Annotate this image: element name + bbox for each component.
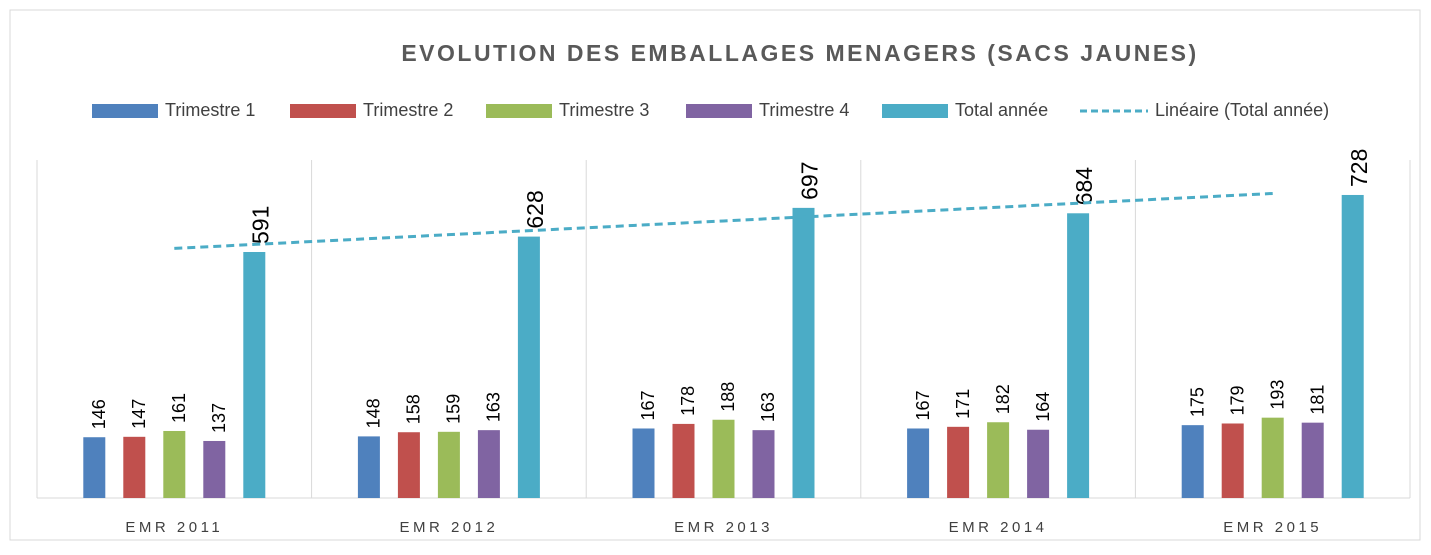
data-label: 167 [913, 390, 933, 420]
data-label: 148 [364, 398, 384, 428]
bar [672, 423, 695, 498]
bar [907, 428, 930, 498]
data-label: 697 [797, 161, 823, 199]
bar [163, 430, 186, 498]
legend-label: Linéaire (Total année) [1155, 100, 1329, 120]
bar [1027, 429, 1050, 498]
legend-swatch [686, 104, 752, 118]
legend-swatch [290, 104, 356, 118]
x-tick-label: EMR 2011 [125, 519, 223, 536]
data-label: 728 [1346, 149, 1372, 187]
data-label: 188 [718, 382, 738, 412]
data-label: 182 [993, 384, 1013, 414]
data-label: 179 [1227, 385, 1247, 415]
legend-swatch [882, 104, 948, 118]
bar [123, 436, 146, 498]
data-label: 171 [953, 389, 973, 419]
data-label: 591 [247, 206, 273, 244]
data-label: 161 [169, 393, 189, 423]
bar [712, 419, 735, 498]
bar [517, 236, 540, 498]
bar [1341, 194, 1364, 498]
bar [947, 426, 970, 498]
bar [632, 428, 655, 498]
data-label: 146 [89, 399, 109, 429]
x-tick-label: EMR 2012 [399, 519, 498, 536]
legend-label: Trimestre 1 [165, 100, 255, 120]
x-tick-label: EMR 2013 [674, 519, 773, 536]
data-label: 147 [129, 399, 149, 429]
bar [1301, 422, 1324, 498]
data-label: 181 [1307, 385, 1327, 415]
data-label: 163 [758, 392, 778, 422]
x-tick-label: EMR 2014 [949, 519, 1048, 536]
data-label: 684 [1071, 167, 1097, 206]
data-label: 137 [209, 403, 229, 433]
bar [243, 251, 266, 498]
data-label: 178 [678, 386, 698, 416]
legend-label: Trimestre 3 [559, 100, 649, 120]
bar [1181, 425, 1204, 498]
data-label: 167 [638, 390, 658, 420]
bar [437, 431, 460, 498]
data-label: 163 [484, 392, 504, 422]
legend-swatch [486, 104, 552, 118]
bar [987, 422, 1010, 498]
legend-label: Trimestre 2 [363, 100, 453, 120]
bar [752, 430, 775, 498]
data-label: 164 [1033, 392, 1053, 422]
data-label: 193 [1267, 380, 1287, 410]
bar [203, 440, 226, 498]
legend-swatch [92, 104, 158, 118]
legend-label: Trimestre 4 [759, 100, 849, 120]
bar [397, 432, 420, 498]
bar [357, 436, 380, 498]
bar [1261, 417, 1284, 498]
data-label: 628 [522, 190, 548, 228]
bar [1067, 213, 1090, 498]
x-tick-label: EMR 2015 [1223, 519, 1322, 536]
trend-line [174, 191, 1273, 250]
bar [792, 207, 815, 498]
chart-title: EVOLUTION DES EMBALLAGES MENAGERS (SACS … [401, 40, 1198, 66]
bar [1221, 423, 1244, 498]
data-label: 158 [404, 394, 424, 424]
data-label: 159 [444, 394, 464, 424]
bar [477, 430, 500, 498]
bar [83, 437, 106, 498]
data-label: 175 [1187, 387, 1207, 417]
legend-label: Total année [955, 100, 1048, 120]
